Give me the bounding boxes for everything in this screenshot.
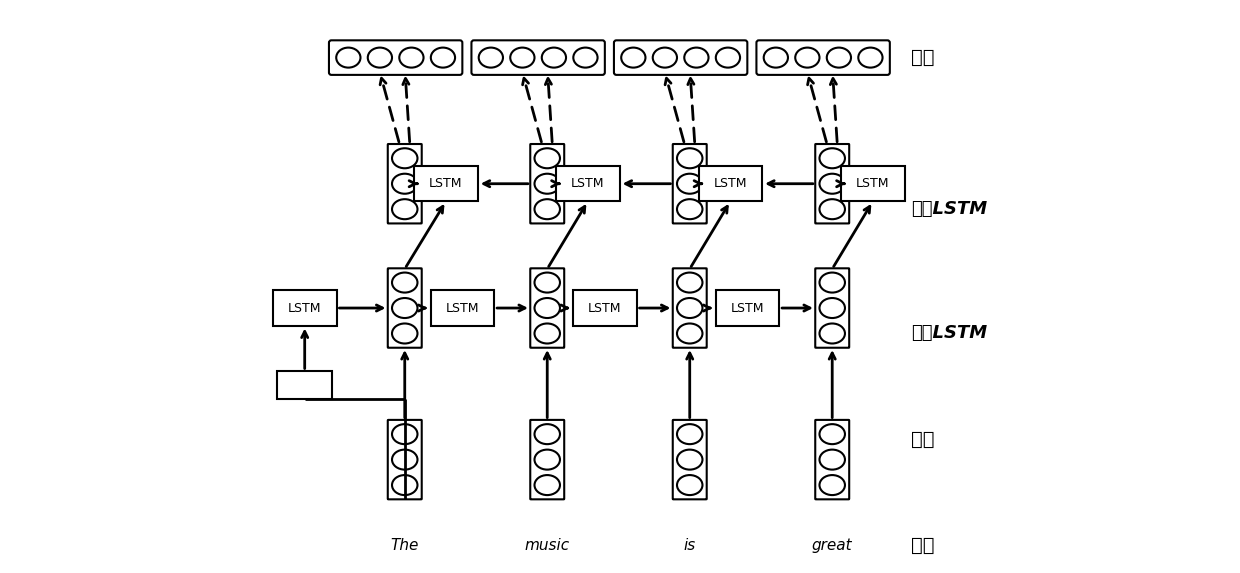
Ellipse shape	[534, 450, 560, 470]
Ellipse shape	[392, 424, 418, 444]
Ellipse shape	[399, 48, 424, 68]
FancyBboxPatch shape	[673, 268, 707, 348]
Ellipse shape	[677, 174, 703, 194]
Bar	[715, 291, 779, 325]
Ellipse shape	[392, 199, 418, 219]
Ellipse shape	[542, 48, 565, 68]
Ellipse shape	[392, 174, 418, 194]
Ellipse shape	[392, 273, 418, 293]
Ellipse shape	[510, 48, 534, 68]
Ellipse shape	[764, 48, 787, 68]
Ellipse shape	[858, 48, 883, 68]
Ellipse shape	[534, 199, 560, 219]
Bar	[414, 166, 477, 201]
FancyBboxPatch shape	[815, 268, 849, 348]
Ellipse shape	[392, 475, 418, 495]
FancyBboxPatch shape	[531, 420, 564, 499]
Ellipse shape	[368, 48, 392, 68]
Text: LSTM: LSTM	[588, 301, 621, 315]
Ellipse shape	[677, 273, 703, 293]
Text: LSTM: LSTM	[713, 177, 748, 190]
Text: 输出: 输出	[911, 48, 935, 67]
Text: 输入: 输入	[911, 430, 935, 449]
Ellipse shape	[820, 148, 844, 168]
Ellipse shape	[795, 48, 820, 68]
FancyBboxPatch shape	[388, 420, 422, 499]
Text: LSTM: LSTM	[730, 301, 764, 315]
Ellipse shape	[534, 475, 560, 495]
FancyBboxPatch shape	[673, 420, 707, 499]
Text: The: The	[391, 538, 419, 553]
Ellipse shape	[820, 424, 844, 444]
Text: LSTM: LSTM	[288, 301, 321, 315]
Bar	[841, 166, 905, 201]
FancyBboxPatch shape	[531, 144, 564, 223]
Text: 示例: 示例	[911, 536, 935, 555]
Ellipse shape	[820, 273, 844, 293]
Ellipse shape	[392, 324, 418, 343]
Text: LSTM: LSTM	[572, 177, 605, 190]
Ellipse shape	[479, 48, 503, 68]
Ellipse shape	[677, 475, 703, 495]
Text: 后向LSTM: 后向LSTM	[911, 200, 987, 218]
Ellipse shape	[677, 450, 703, 470]
Ellipse shape	[392, 450, 418, 470]
Ellipse shape	[820, 199, 844, 219]
Ellipse shape	[392, 298, 418, 318]
Ellipse shape	[820, 324, 844, 343]
Ellipse shape	[652, 48, 677, 68]
FancyBboxPatch shape	[756, 40, 890, 75]
Text: music: music	[525, 538, 570, 553]
Text: LSTM: LSTM	[445, 301, 479, 315]
Ellipse shape	[534, 424, 560, 444]
FancyBboxPatch shape	[673, 144, 707, 223]
Text: great: great	[812, 538, 853, 553]
Ellipse shape	[677, 324, 703, 343]
FancyBboxPatch shape	[388, 268, 422, 348]
Ellipse shape	[430, 48, 455, 68]
Bar	[573, 291, 636, 325]
FancyBboxPatch shape	[329, 40, 463, 75]
Bar	[278, 371, 332, 399]
FancyBboxPatch shape	[614, 40, 748, 75]
Ellipse shape	[820, 298, 844, 318]
Ellipse shape	[677, 199, 703, 219]
Ellipse shape	[534, 298, 560, 318]
Text: 前向LSTM: 前向LSTM	[911, 324, 987, 343]
Ellipse shape	[684, 48, 708, 68]
Ellipse shape	[621, 48, 646, 68]
Ellipse shape	[820, 174, 844, 194]
Bar	[556, 166, 620, 201]
Ellipse shape	[534, 174, 560, 194]
Bar	[273, 291, 336, 325]
Text: LSTM: LSTM	[429, 177, 463, 190]
Ellipse shape	[715, 48, 740, 68]
Ellipse shape	[677, 298, 703, 318]
Ellipse shape	[534, 148, 560, 168]
FancyBboxPatch shape	[815, 144, 849, 223]
Ellipse shape	[827, 48, 851, 68]
Text: is: is	[683, 538, 696, 553]
Ellipse shape	[820, 475, 844, 495]
Ellipse shape	[534, 273, 560, 293]
Bar	[698, 166, 763, 201]
FancyBboxPatch shape	[531, 268, 564, 348]
Ellipse shape	[534, 324, 560, 343]
FancyBboxPatch shape	[471, 40, 605, 75]
Ellipse shape	[573, 48, 598, 68]
Bar	[430, 291, 495, 325]
Ellipse shape	[820, 450, 844, 470]
FancyBboxPatch shape	[815, 420, 849, 499]
Ellipse shape	[677, 424, 703, 444]
Ellipse shape	[677, 148, 703, 168]
FancyBboxPatch shape	[388, 144, 422, 223]
Ellipse shape	[392, 148, 418, 168]
Ellipse shape	[336, 48, 361, 68]
Text: LSTM: LSTM	[856, 177, 889, 190]
